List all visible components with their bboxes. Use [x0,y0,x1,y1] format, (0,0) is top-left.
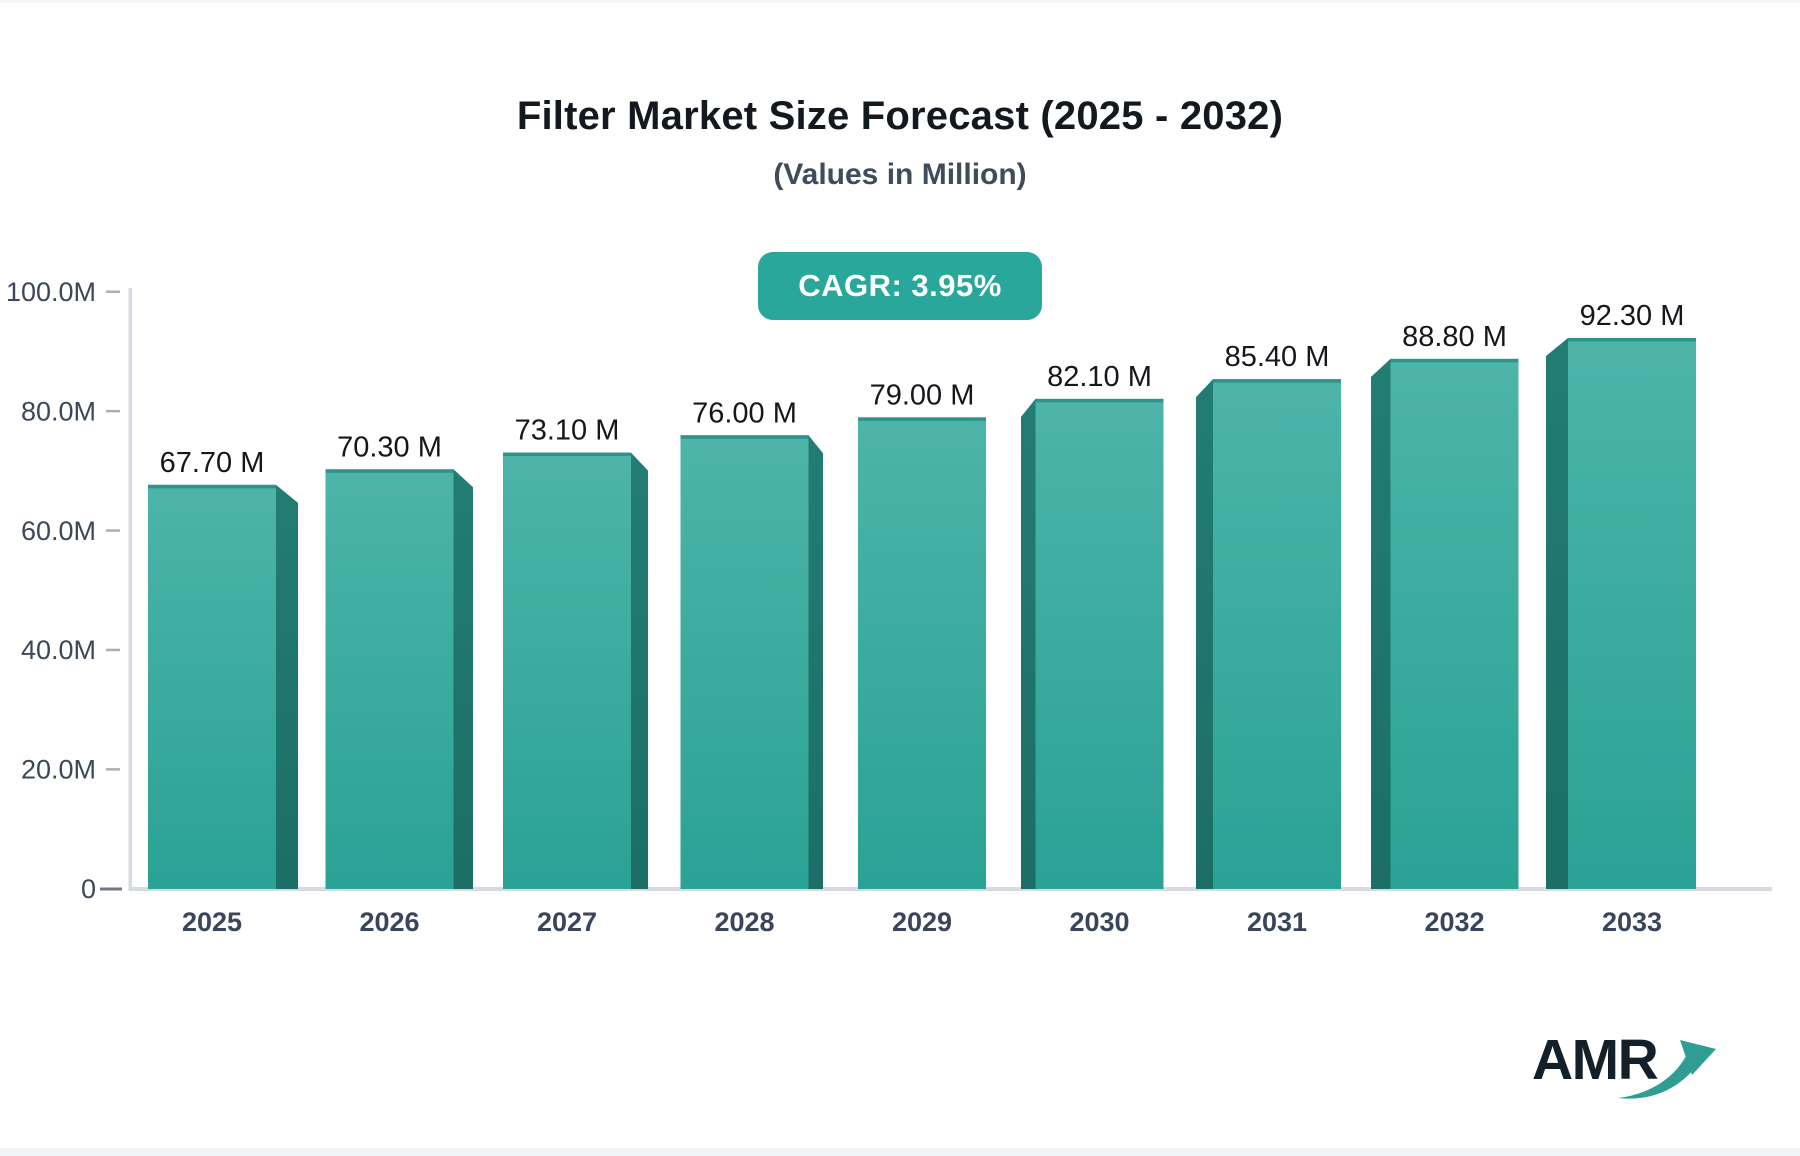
bar-top-edge [858,417,986,421]
bar-value-label: 88.80 M [1402,321,1507,353]
x-axis-category-label: 2026 [359,907,419,937]
bar-front-face [148,484,276,889]
y-axis-tick [106,768,120,771]
chart-title: Filter Market Size Forecast (2025 - 2032… [516,94,1284,138]
bar-top-edge [1568,337,1696,342]
cagr-badge: CAGR: 3.95% [758,252,1042,320]
bar-top-edge [680,435,809,439]
bar-side-face [631,452,648,889]
bar-side-face [1021,398,1036,889]
y-axis-tick-label: 60.0M [21,516,96,546]
chart-subtitle: (Values in Million) [773,158,1027,191]
y-axis-tick-label: 40.0M [21,635,96,665]
y-axis-tick [106,409,120,413]
y-axis-tick [100,887,122,891]
bar-side-face [453,469,473,889]
brand-wordmark: AMR [1532,1028,1659,1092]
bar-front-face [858,417,986,889]
bar-side-face [1196,379,1213,889]
x-axis-category-label: 2032 [1424,907,1484,937]
bar-top-edge [1035,398,1164,403]
bar-side-face [1546,337,1568,889]
y-axis-line [128,288,132,891]
y-axis-tick [106,529,120,532]
bar-2033: 92.30 M [1546,300,1696,889]
bar-front-face [325,469,454,889]
x-axis-category-label: 2030 [1069,907,1129,937]
bar-2030: 82.10 M [1021,361,1164,889]
bar-side-face [808,435,823,889]
bar-top-edge [1390,358,1519,363]
bar-front-face [1035,398,1164,889]
bar-value-label: 73.10 M [515,415,620,447]
bar-front-face [503,452,631,889]
y-axis-tick [106,648,120,652]
bar-top-edge [148,484,276,489]
y-axis-tick [106,290,120,293]
page-top-border [0,0,1800,3]
bar-2029: 79.00 M [858,379,986,889]
y-axis-tick-label: 20.0M [21,755,96,785]
bar-2032: 88.80 M [1371,321,1519,889]
bar-2028: 76.00 M [680,397,823,889]
bar-side-face [1371,358,1391,889]
bar-2031: 85.40 M [1196,341,1341,889]
bar-top-edge [1213,379,1341,383]
y-axis-tick-label: 0 [81,874,96,904]
brand-logo: AMR [1532,1030,1732,1116]
bar-value-label: 67.70 M [160,447,265,479]
bar-value-label: 70.30 M [337,431,442,463]
x-axis-category-label: 2025 [182,907,242,937]
bar-value-label: 82.10 M [1047,361,1152,393]
y-axis-tick-label: 80.0M [21,396,96,426]
x-axis-category-label: 2027 [537,907,597,937]
bar-value-label: 92.30 M [1580,300,1685,332]
x-axis-category-label: 2028 [714,907,774,937]
cagr-badge-row: CAGR: 3.95% [0,252,1800,320]
bar-2027: 73.10 M [503,415,648,889]
bar-front-face [680,435,809,889]
x-axis-category-label: 2033 [1602,907,1662,937]
bar-front-face [1213,379,1341,889]
bar-side-face [276,484,298,889]
bar-front-face [1390,358,1519,889]
growth-arrow-icon [1618,1040,1716,1099]
x-axis-category-label: 2029 [892,907,952,937]
y-axis-tick-label: 100.0M [6,277,96,307]
bar-value-label: 79.00 M [870,379,975,411]
bar-top-edge [325,469,454,473]
bar-top-edge [503,452,631,457]
bar-2025: 67.70 M [148,447,298,889]
bar-front-face [1568,337,1696,889]
bar-2026: 70.30 M [325,431,473,889]
x-axis-category-label: 2031 [1247,907,1307,937]
bar-value-label: 76.00 M [692,397,797,429]
page-bottom-border [0,1148,1800,1156]
bar-value-label: 85.40 M [1225,341,1330,373]
